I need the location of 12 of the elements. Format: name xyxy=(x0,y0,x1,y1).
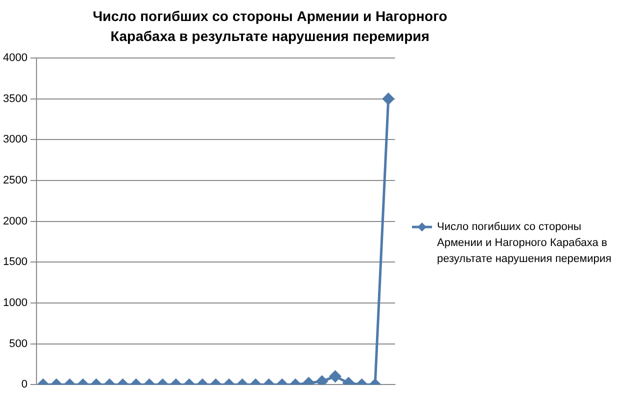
y-tick-label: 3000 xyxy=(2,134,28,146)
y-tick-label: 500 xyxy=(9,338,28,350)
y-tick-label: 1500 xyxy=(2,256,28,268)
point xyxy=(382,93,394,105)
chart-title: Число погибших со стороны Армении и Нагорного Карабаха в результате нарушения перемирия xyxy=(92,7,448,46)
y-tick-label: 0 xyxy=(21,378,28,391)
y-tick-label: 2500 xyxy=(2,174,28,187)
legend-label: Число погибших со стороны Армении и Нагорного Карабаха в результате нарушения перемирия xyxy=(437,221,612,266)
y-tick-label: 3500 xyxy=(2,92,28,105)
y-tick-label: 2000 xyxy=(2,215,28,228)
y-tick-label: 4000 xyxy=(2,52,28,64)
y-tick-label: 1000 xyxy=(2,296,28,309)
